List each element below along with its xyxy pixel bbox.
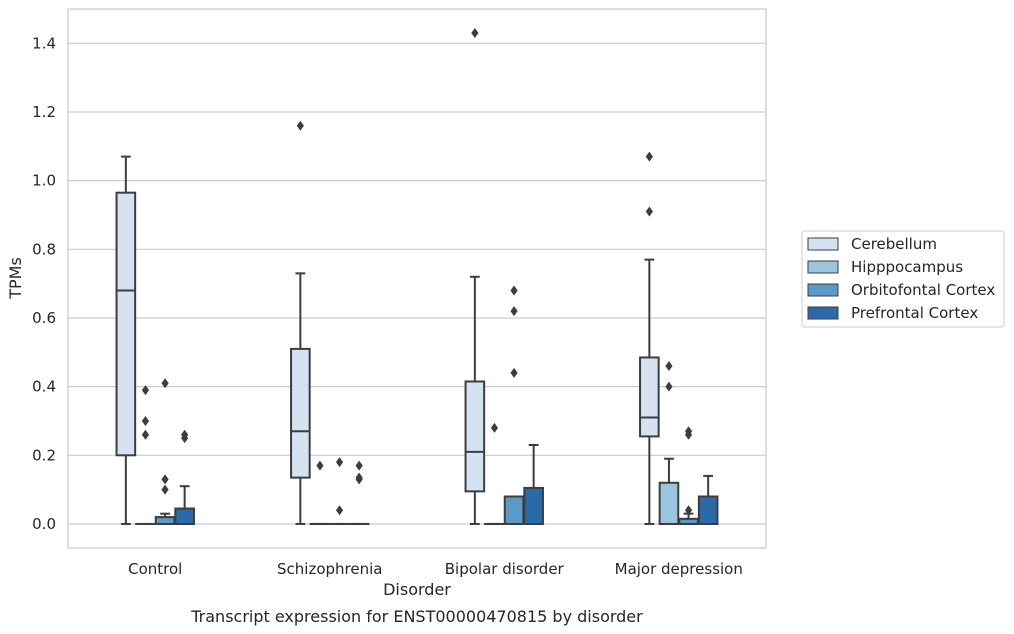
box-body bbox=[290, 347, 311, 479]
x-tick-label: Major depression bbox=[615, 560, 743, 578]
box-group bbox=[658, 361, 680, 525]
outlier-point bbox=[684, 505, 693, 516]
legend-label: Cerebellum bbox=[851, 235, 937, 253]
outlier-point bbox=[355, 460, 363, 471]
box-group bbox=[523, 444, 544, 525]
outlier-point bbox=[141, 429, 150, 440]
x-tick-labels: Control Schizophrenia Bipolar disorder Majo… bbox=[128, 560, 743, 578]
box-body bbox=[639, 356, 660, 438]
legend-swatch bbox=[807, 283, 839, 297]
box-group bbox=[115, 155, 137, 525]
x-tick-label: Bipolar disorder bbox=[445, 560, 565, 578]
y-tick-label: 1.2 bbox=[32, 103, 56, 121]
chart-caption: Transcript expression for ENST0000047081… bbox=[190, 607, 643, 626]
box-body bbox=[658, 481, 680, 525]
outlier-point bbox=[161, 474, 169, 485]
outlier-point bbox=[490, 422, 499, 433]
x-axis-title: Disorder bbox=[383, 580, 451, 599]
box-body bbox=[115, 191, 137, 457]
legend: Cerebellum Hipppocampus Orbitofontal Corte… bbox=[801, 230, 1005, 328]
outlier-point bbox=[141, 415, 150, 426]
box-group bbox=[503, 285, 525, 525]
outlier-point bbox=[684, 426, 693, 437]
y-tick-label: 1.0 bbox=[32, 172, 56, 190]
outlier-point bbox=[296, 120, 304, 131]
y-tick-label: 0.8 bbox=[32, 240, 56, 258]
outlier-point bbox=[161, 378, 169, 389]
box-group bbox=[329, 457, 350, 525]
outlier-point bbox=[510, 306, 518, 317]
x-tick-label: Schizophrenia bbox=[277, 560, 382, 578]
box-group bbox=[639, 151, 660, 525]
y-tick-label: 0.2 bbox=[32, 446, 56, 464]
outlier-point bbox=[645, 206, 653, 217]
box-group bbox=[464, 28, 486, 525]
outlier-point bbox=[141, 385, 150, 396]
box-group bbox=[290, 120, 311, 525]
legend-label: Prefrontal Cortex bbox=[851, 304, 978, 322]
legend-swatch bbox=[807, 260, 839, 274]
outlier-point bbox=[355, 472, 363, 483]
plot-area bbox=[67, 8, 767, 549]
x-tick-label: Control bbox=[128, 560, 182, 578]
y-tick-label: 0.4 bbox=[32, 378, 56, 396]
box-body bbox=[503, 495, 525, 525]
legend-swatch bbox=[807, 306, 839, 320]
box-group bbox=[174, 429, 195, 525]
box-body bbox=[464, 380, 486, 493]
legend-label: Orbitofontal Cortex bbox=[851, 281, 995, 299]
grid-lines bbox=[68, 42, 766, 525]
y-tick-label: 1.4 bbox=[32, 34, 56, 52]
y-axis-title: TPMs bbox=[6, 257, 25, 300]
box-body bbox=[154, 516, 176, 525]
box-body bbox=[697, 495, 719, 525]
y-tick-labels: 0.0 0.2 0.4 0.6 0.8 1.0 1.2 1.4 bbox=[32, 34, 56, 533]
y-tick-label: 0.6 bbox=[32, 309, 56, 327]
box-group bbox=[309, 460, 331, 525]
outlier-point bbox=[510, 367, 518, 378]
boxes bbox=[115, 28, 719, 525]
box-group bbox=[697, 474, 719, 525]
outlier-point bbox=[510, 285, 518, 296]
box-body bbox=[523, 486, 544, 525]
box-body bbox=[174, 507, 195, 525]
outlier-point bbox=[665, 361, 673, 372]
outlier-point bbox=[335, 505, 344, 516]
legend-label: Hipppocampus bbox=[851, 258, 963, 276]
legend-swatch bbox=[807, 237, 839, 251]
outlier-point bbox=[161, 484, 169, 495]
outlier-point bbox=[316, 460, 324, 471]
outlier-point bbox=[645, 151, 653, 162]
box-group bbox=[154, 378, 176, 525]
box-group bbox=[135, 385, 156, 525]
outlier-point bbox=[335, 457, 344, 468]
box-group bbox=[348, 460, 370, 525]
y-tick-label: 0.0 bbox=[32, 515, 56, 533]
outlier-point bbox=[471, 28, 479, 39]
legend-frame bbox=[801, 230, 1005, 328]
outlier-point bbox=[665, 381, 673, 392]
outlier-point bbox=[181, 429, 189, 440]
